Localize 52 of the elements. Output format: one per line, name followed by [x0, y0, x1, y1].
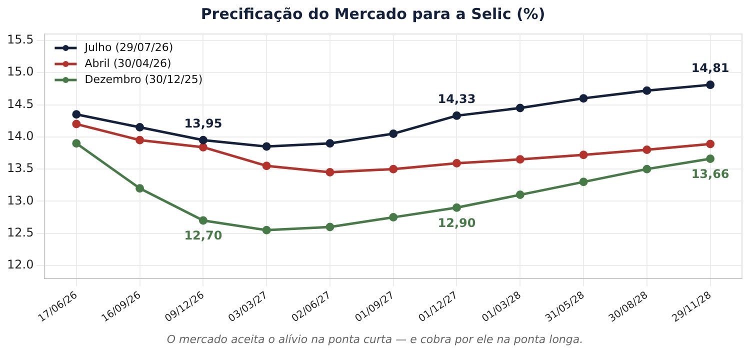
y-tick-label: 12.0 — [7, 258, 34, 272]
point — [642, 86, 652, 95]
point — [706, 80, 715, 90]
point — [72, 110, 81, 119]
text: O mercado aceita o alívio na ponta curta — e cobra por ele na ponta longa. — [166, 333, 584, 346]
point — [452, 111, 461, 120]
point — [516, 104, 524, 112]
point — [389, 129, 398, 138]
chart-title: Precificação do Mercado para a Selic (%) — [200, 4, 546, 23]
point — [452, 203, 461, 212]
point — [198, 136, 208, 144]
point — [136, 136, 144, 144]
annotation: 12,90 — [438, 216, 476, 230]
point — [452, 159, 461, 168]
point — [72, 139, 81, 148]
point — [642, 164, 652, 174]
point — [136, 184, 144, 193]
legend-label: Abril (30/04/26) — [84, 56, 172, 70]
point — [262, 142, 271, 151]
point — [198, 216, 208, 225]
point — [516, 190, 524, 200]
point — [579, 150, 588, 160]
y-tick-label: 13.0 — [7, 193, 34, 208]
y-tick-label: 15.5 — [7, 32, 34, 47]
annotation: 14,33 — [438, 92, 476, 106]
y-tick-label: 13.5 — [7, 161, 34, 176]
point — [262, 226, 271, 234]
point — [326, 168, 334, 177]
annotation: 13,95 — [184, 116, 222, 130]
point — [706, 154, 715, 164]
legend-label: Dezembro (30/12/25) — [84, 72, 203, 86]
legend-label: Julho (29/07/26) — [84, 40, 174, 54]
point — [389, 164, 398, 174]
annotation: 13,66 — [691, 166, 730, 181]
point — [516, 155, 524, 164]
point — [579, 94, 588, 103]
point — [389, 213, 398, 222]
point — [262, 162, 271, 170]
y-tick-label: 14.5 — [7, 96, 34, 111]
point — [326, 222, 334, 232]
point — [579, 178, 588, 186]
y-tick-label: 14.0 — [7, 129, 34, 144]
point — [706, 140, 715, 148]
y-tick-label: 15.0 — [7, 64, 34, 79]
annotation: 14,81 — [691, 60, 730, 75]
point — [72, 120, 81, 128]
point — [642, 146, 652, 154]
point — [198, 142, 208, 152]
point — [136, 123, 144, 132]
point — [326, 139, 334, 148]
y-tick-label: 12.5 — [7, 226, 34, 240]
annotation: 12,70 — [184, 228, 222, 243]
